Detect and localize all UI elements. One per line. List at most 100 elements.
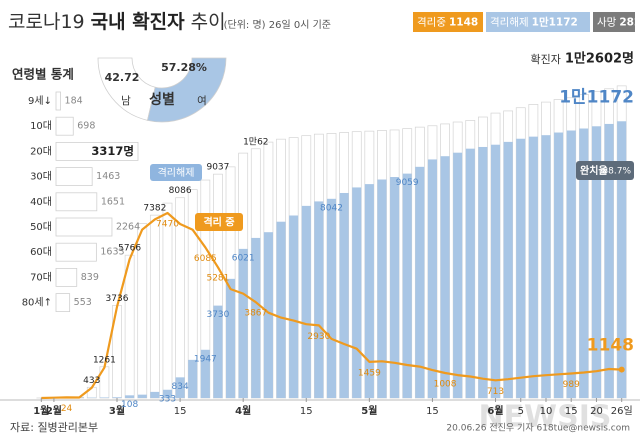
watermark: NEWSIS: [478, 400, 611, 435]
data-label: 2930: [307, 332, 330, 342]
age-value: 1463: [96, 171, 120, 182]
bar: [465, 148, 475, 398]
recovery-label: 88.7%: [602, 167, 631, 177]
bar: [124, 254, 135, 399]
bar: [175, 377, 185, 398]
bar: [566, 130, 576, 398]
data-label: 3730: [206, 310, 229, 320]
data-label: 7470: [156, 219, 179, 229]
annotation-box: [195, 213, 243, 231]
bar: [390, 177, 400, 398]
age-label: 70대: [30, 271, 52, 283]
data-label: 834: [172, 382, 189, 392]
legend-value: 1148: [449, 17, 478, 29]
bar: [579, 128, 589, 398]
bar: [604, 123, 614, 398]
age-bar: [55, 293, 71, 313]
gender-label: 남: [121, 95, 131, 107]
data-label: 989: [563, 380, 580, 390]
bar: [415, 166, 425, 398]
legend-badge: [413, 12, 483, 32]
gender-value: 42.72: [105, 71, 140, 84]
gender-segment: [147, 57, 227, 123]
age-value: 698: [77, 121, 95, 132]
data-label: 5281: [206, 274, 229, 284]
age-label: 20대: [30, 145, 52, 157]
age-value: 3317명: [91, 144, 134, 158]
data-label: 8042: [320, 203, 343, 213]
bar: [478, 146, 488, 398]
data-label: 24: [61, 404, 73, 414]
data-label: 6085: [194, 254, 217, 264]
data-label: 3867: [244, 309, 267, 319]
bar: [188, 359, 198, 398]
total-label: 확진자: [530, 53, 560, 66]
bar: [516, 138, 526, 398]
data-label: 9037: [206, 163, 229, 173]
gender-label: 여: [197, 95, 207, 107]
bar: [490, 144, 501, 398]
source: 자료: 질병관리본부: [10, 421, 98, 434]
bar: [301, 205, 311, 398]
title-part: 국내 확진자: [91, 10, 186, 33]
bar: [213, 305, 223, 398]
age-bar: [55, 242, 97, 262]
data-label: 7382: [143, 204, 166, 214]
data-label: 8086: [169, 186, 192, 196]
age-value: 1633: [100, 247, 124, 258]
age-bar: [55, 91, 61, 111]
bar: [112, 397, 122, 398]
age-value: 1651: [101, 196, 125, 207]
bar: [162, 389, 173, 398]
age-bar: [55, 116, 74, 136]
bar: [314, 201, 324, 398]
bar: [162, 202, 173, 399]
bar: [99, 397, 109, 398]
bar: [251, 237, 261, 398]
data-label: 1261: [93, 355, 116, 365]
x-tick-label: 10: [540, 406, 553, 417]
gender-title: 성별: [149, 91, 175, 108]
data-label: 1947: [194, 354, 217, 364]
data-label: 1459: [358, 368, 381, 378]
bar: [226, 278, 236, 398]
age-bar: [55, 192, 98, 212]
x-tick-label: 2월: [46, 405, 62, 417]
x-tick-label: 3월: [109, 405, 125, 417]
bar: [617, 121, 627, 399]
legend-name: 사망: [597, 17, 617, 29]
age-label: 10대: [30, 120, 52, 132]
data-label: 9059: [396, 178, 419, 188]
age-label: 9세↓: [28, 95, 52, 107]
age-label: 30대: [30, 171, 52, 183]
legend-value: 1만1172: [532, 16, 578, 29]
title: 코로나19 국내 확진자 추이: [8, 10, 226, 33]
bar: [276, 221, 286, 398]
age-bar: [55, 217, 113, 237]
bar: [149, 214, 160, 399]
data-label: 1만2602명: [565, 50, 634, 66]
data-label: 6021: [232, 253, 255, 263]
title-part: 코로나19: [8, 11, 85, 33]
age-value: 184: [65, 96, 83, 107]
x-tick-label: 6월: [487, 405, 503, 417]
data-label: 333: [159, 394, 176, 404]
age-value: 839: [81, 272, 99, 283]
bar: [137, 394, 147, 398]
bar: [326, 198, 337, 398]
data-label: 1008: [434, 380, 457, 390]
bar: [554, 132, 564, 399]
bar: [427, 159, 437, 398]
data-label: 5766: [118, 244, 141, 254]
age-label: 50대: [30, 221, 52, 233]
annotation-box: [150, 164, 202, 181]
data-label: 1만1172: [559, 87, 634, 107]
legend-name: 격리중: [417, 16, 446, 29]
bar: [503, 141, 513, 398]
bar: [377, 179, 387, 398]
x-tick-label: 26일: [611, 405, 633, 417]
bar: [528, 136, 538, 398]
bar: [440, 156, 450, 398]
